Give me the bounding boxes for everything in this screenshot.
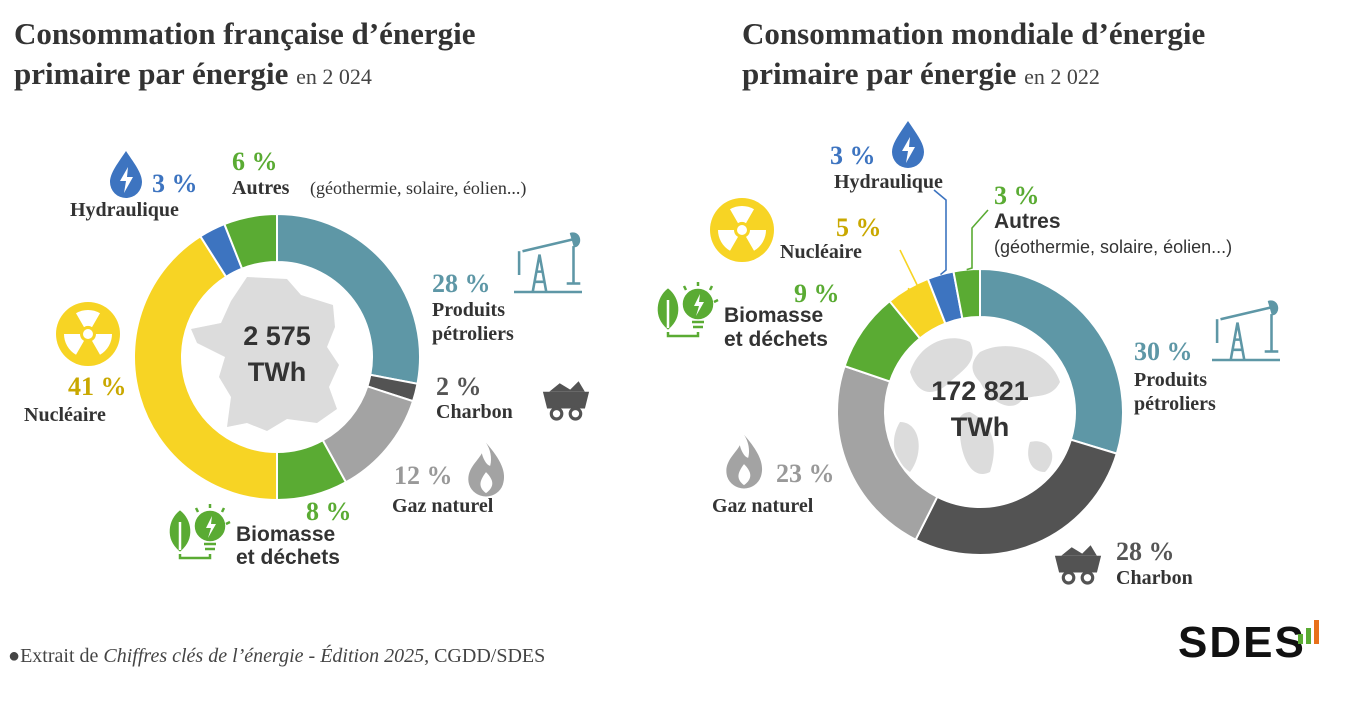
world-slice-petrole (979, 267, 1124, 455)
nuclear-icon (56, 302, 120, 366)
world-leader-nucleaire (899, 249, 924, 297)
sdes-bars-icon (1298, 620, 1319, 644)
footer-bullet: ● (8, 645, 21, 667)
minecart-icon (542, 381, 590, 421)
chart-title-world: Consommation mondiale d’énergie primaire… (742, 14, 1205, 97)
france-center-map (191, 277, 339, 431)
france-pct-autres: 6 % (232, 147, 278, 176)
world-pct-hydraulique: 3 % (830, 141, 876, 170)
footer-source-title: Chiffres clés de l’énergie - Édition 202… (103, 645, 425, 667)
france-pct-gaz: 12 % (394, 461, 453, 490)
france-pct-nucleaire: 41 % (68, 372, 127, 401)
france-slice-nucleaire (133, 234, 278, 502)
footer-prefix: Extrait de (20, 645, 99, 667)
france-slice-petrole (276, 212, 421, 385)
world-label-gaz-1: Gaz naturel (712, 495, 814, 517)
france-label-biomasse-2: et déchets (236, 546, 340, 569)
world-slice-autres (952, 267, 981, 320)
france-pct-petrole: 28 % (432, 269, 491, 298)
minecart-icon (1054, 545, 1102, 585)
world-pct-nucleaire: 5 % (836, 213, 882, 242)
chart-title-france: Consommation française d’énergie primair… (14, 14, 476, 97)
world-label-autres-1: Autres (994, 210, 1061, 233)
water-drop-icon (110, 151, 142, 198)
world-pct-autres: 3 % (994, 181, 1040, 210)
france-center-value: 2 575 (243, 321, 311, 351)
nuclear-icon (710, 198, 774, 262)
world-center-value: 172 821 (931, 376, 1029, 406)
world-label-biomasse-1: Biomasse (724, 304, 823, 327)
world-label-hydraulique-1: Hydraulique (834, 171, 943, 193)
chart-title-world-year: en 2 022 (1024, 64, 1100, 89)
france-center-unit: TWh (248, 357, 306, 387)
world-label-biomasse-2: et déchets (724, 328, 828, 351)
chart-title-france-line1: Consommation française d’énergie (14, 16, 476, 51)
chart-title-world-line2: primaire par énergie en 2 022 (742, 54, 1205, 97)
france-label-petrole-2: pétroliers (432, 323, 514, 345)
sdes-logo: SDES (1178, 618, 1306, 668)
chart-title-world-line2-text: primaire par énergie (742, 56, 1017, 91)
world-label-petrole-1: Produits (1134, 369, 1207, 391)
world-pct-charbon: 28 % (1116, 537, 1175, 566)
france-note-autres: (géothermie, solaire, éolien...) (310, 178, 526, 199)
world-center-unit: TWh (951, 412, 1009, 442)
pump-icon (513, 232, 583, 294)
footer-suffix: , CGDD/SDES (424, 645, 546, 667)
chart-title-france-line2-text: primaire par énergie (14, 56, 289, 91)
france-label-gaz-1: Gaz naturel (392, 495, 494, 517)
world-leader-autres (966, 209, 989, 271)
world-pct-biomasse: 9 % (794, 279, 840, 308)
world-leader-hydraulique (933, 189, 947, 276)
sdes-logo-text: SDES (1178, 618, 1306, 667)
biomass-icon (169, 504, 231, 560)
world-center-map (885, 317, 1075, 507)
chart-title-france-year: en 2 024 (296, 64, 372, 89)
pump-icon (1211, 300, 1281, 362)
france-label-nucleaire-1: Nucléaire (24, 404, 106, 426)
france-slice-autres (223, 212, 278, 270)
flame-icon (468, 442, 505, 497)
chart-title-world-line1: Consommation mondiale d’énergie (742, 16, 1206, 51)
france-pct-biomasse: 8 % (306, 497, 352, 526)
world-label-petrole-2: pétroliers (1134, 393, 1216, 415)
france-label-biomasse-1: Biomasse (236, 523, 335, 546)
world-label-nucleaire-1: Nucléaire (780, 241, 862, 263)
flame-icon (726, 434, 763, 489)
biomass-icon (657, 282, 719, 338)
world-note-autres: (géothermie, solaire, éolien...) (994, 237, 1232, 257)
world-pct-gaz: 23 % (776, 459, 835, 488)
france-label-hydraulique-1: Hydraulique (70, 199, 179, 221)
footer-source: ●Extrait de Chiffres clés de l’énergie -… (8, 645, 545, 668)
france-pct-charbon: 2 % (436, 372, 482, 401)
france-label-petrole-1: Produits (432, 299, 505, 321)
france-pct-hydraulique: 3 % (152, 169, 198, 198)
france-label-charbon-1: Charbon (436, 401, 513, 423)
france-label-autres-1: Autres (232, 177, 290, 199)
water-drop-icon (892, 121, 924, 168)
world-label-charbon-1: Charbon (1116, 567, 1193, 589)
world-pct-petrole: 30 % (1134, 337, 1193, 366)
chart-title-france-line2: primaire par énergie en 2 024 (14, 54, 476, 97)
